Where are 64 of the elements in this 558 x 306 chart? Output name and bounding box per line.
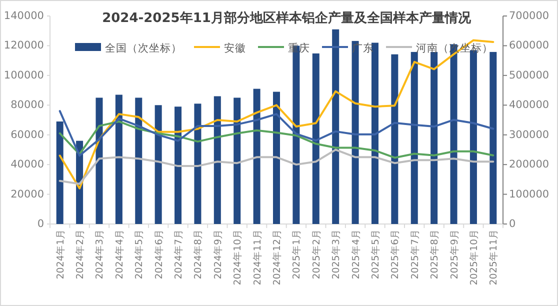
bar [214, 96, 221, 224]
chart-title: 2024-2025年11月部分地区样本铝企产量及全国样本产量情况 [102, 10, 472, 26]
x-tick-label: 2024年11月 [251, 229, 264, 286]
x-tick-label: 2025年2月 [310, 229, 322, 280]
y2-tick-label: 200000 [509, 158, 550, 171]
y-tick-label: 140000 [4, 10, 44, 22]
y-tick-label: 60000 [10, 128, 44, 141]
x-tick-label: 2024年2月 [74, 229, 86, 280]
legend-label: 安徽 [224, 42, 246, 54]
x-tick-label: 2025年5月 [369, 229, 382, 280]
bar [194, 104, 202, 224]
bar [410, 52, 418, 224]
x-tick-label: 2025年7月 [408, 229, 421, 280]
y2-tick-label: 0 [509, 218, 516, 230]
x-tick-label: 2024年7月 [172, 229, 185, 280]
x-tick-label: 2025年11月 [488, 229, 500, 286]
legend-label: 全国（次坐标） [105, 42, 182, 54]
y2-tick-label: 700000 [509, 10, 550, 22]
x-tick-label: 2024年6月 [152, 229, 165, 280]
x-tick-label: 2025年3月 [330, 229, 342, 280]
x-tick-label: 2024年4月 [113, 229, 126, 280]
bar [430, 52, 438, 224]
bar [490, 52, 497, 224]
y-tick-label: 40000 [10, 158, 44, 171]
line-series [58, 148, 494, 185]
y-tick-label: 120000 [4, 40, 44, 52]
bar [253, 88, 260, 224]
y2-tick-label: 500000 [509, 69, 550, 82]
x-tick-label: 2025年8月 [428, 229, 441, 280]
y-tick-label: 80000 [10, 99, 44, 112]
x-tick-label: 2024年3月 [94, 229, 106, 280]
bar [135, 98, 142, 224]
x-tick-label: 2024年5月 [133, 229, 146, 280]
bar [96, 98, 103, 224]
y2-tick-label: 400000 [509, 99, 550, 112]
x-tick-label: 2024年10月 [232, 229, 244, 286]
x-tick-label: 2024年1月 [54, 229, 66, 280]
line-series [58, 39, 494, 190]
x-tick-label: 2024年9月 [212, 229, 224, 280]
bar [174, 106, 182, 224]
y-tick-label: 20000 [10, 188, 44, 200]
line-series [58, 110, 494, 157]
bar [332, 29, 340, 224]
x-tick-label: 2025年1月 [290, 229, 303, 280]
bar [115, 94, 122, 224]
line-series [58, 120, 494, 159]
x-tick-label: 2024年8月 [192, 229, 204, 280]
x-tick-label: 2025年4月 [350, 229, 362, 280]
x-tick-label: 2025年6月 [389, 229, 402, 280]
bar [273, 92, 280, 224]
x-tick-label: 2025年10月 [468, 229, 480, 286]
y2-tick-label: 600000 [509, 40, 550, 52]
bar [312, 53, 320, 224]
y-tick-label: 0 [37, 218, 44, 230]
bar [371, 42, 378, 224]
bar [56, 121, 64, 224]
bar [154, 105, 162, 224]
y2-tick-label: 100000 [509, 188, 550, 200]
bar [234, 98, 241, 224]
bar [391, 54, 398, 224]
x-tick-label: 2024年12月 [271, 229, 283, 286]
x-tick-label: 2025年9月 [448, 229, 460, 280]
y2-tick-label: 300000 [509, 128, 550, 141]
y-tick-label: 100000 [4, 69, 44, 82]
